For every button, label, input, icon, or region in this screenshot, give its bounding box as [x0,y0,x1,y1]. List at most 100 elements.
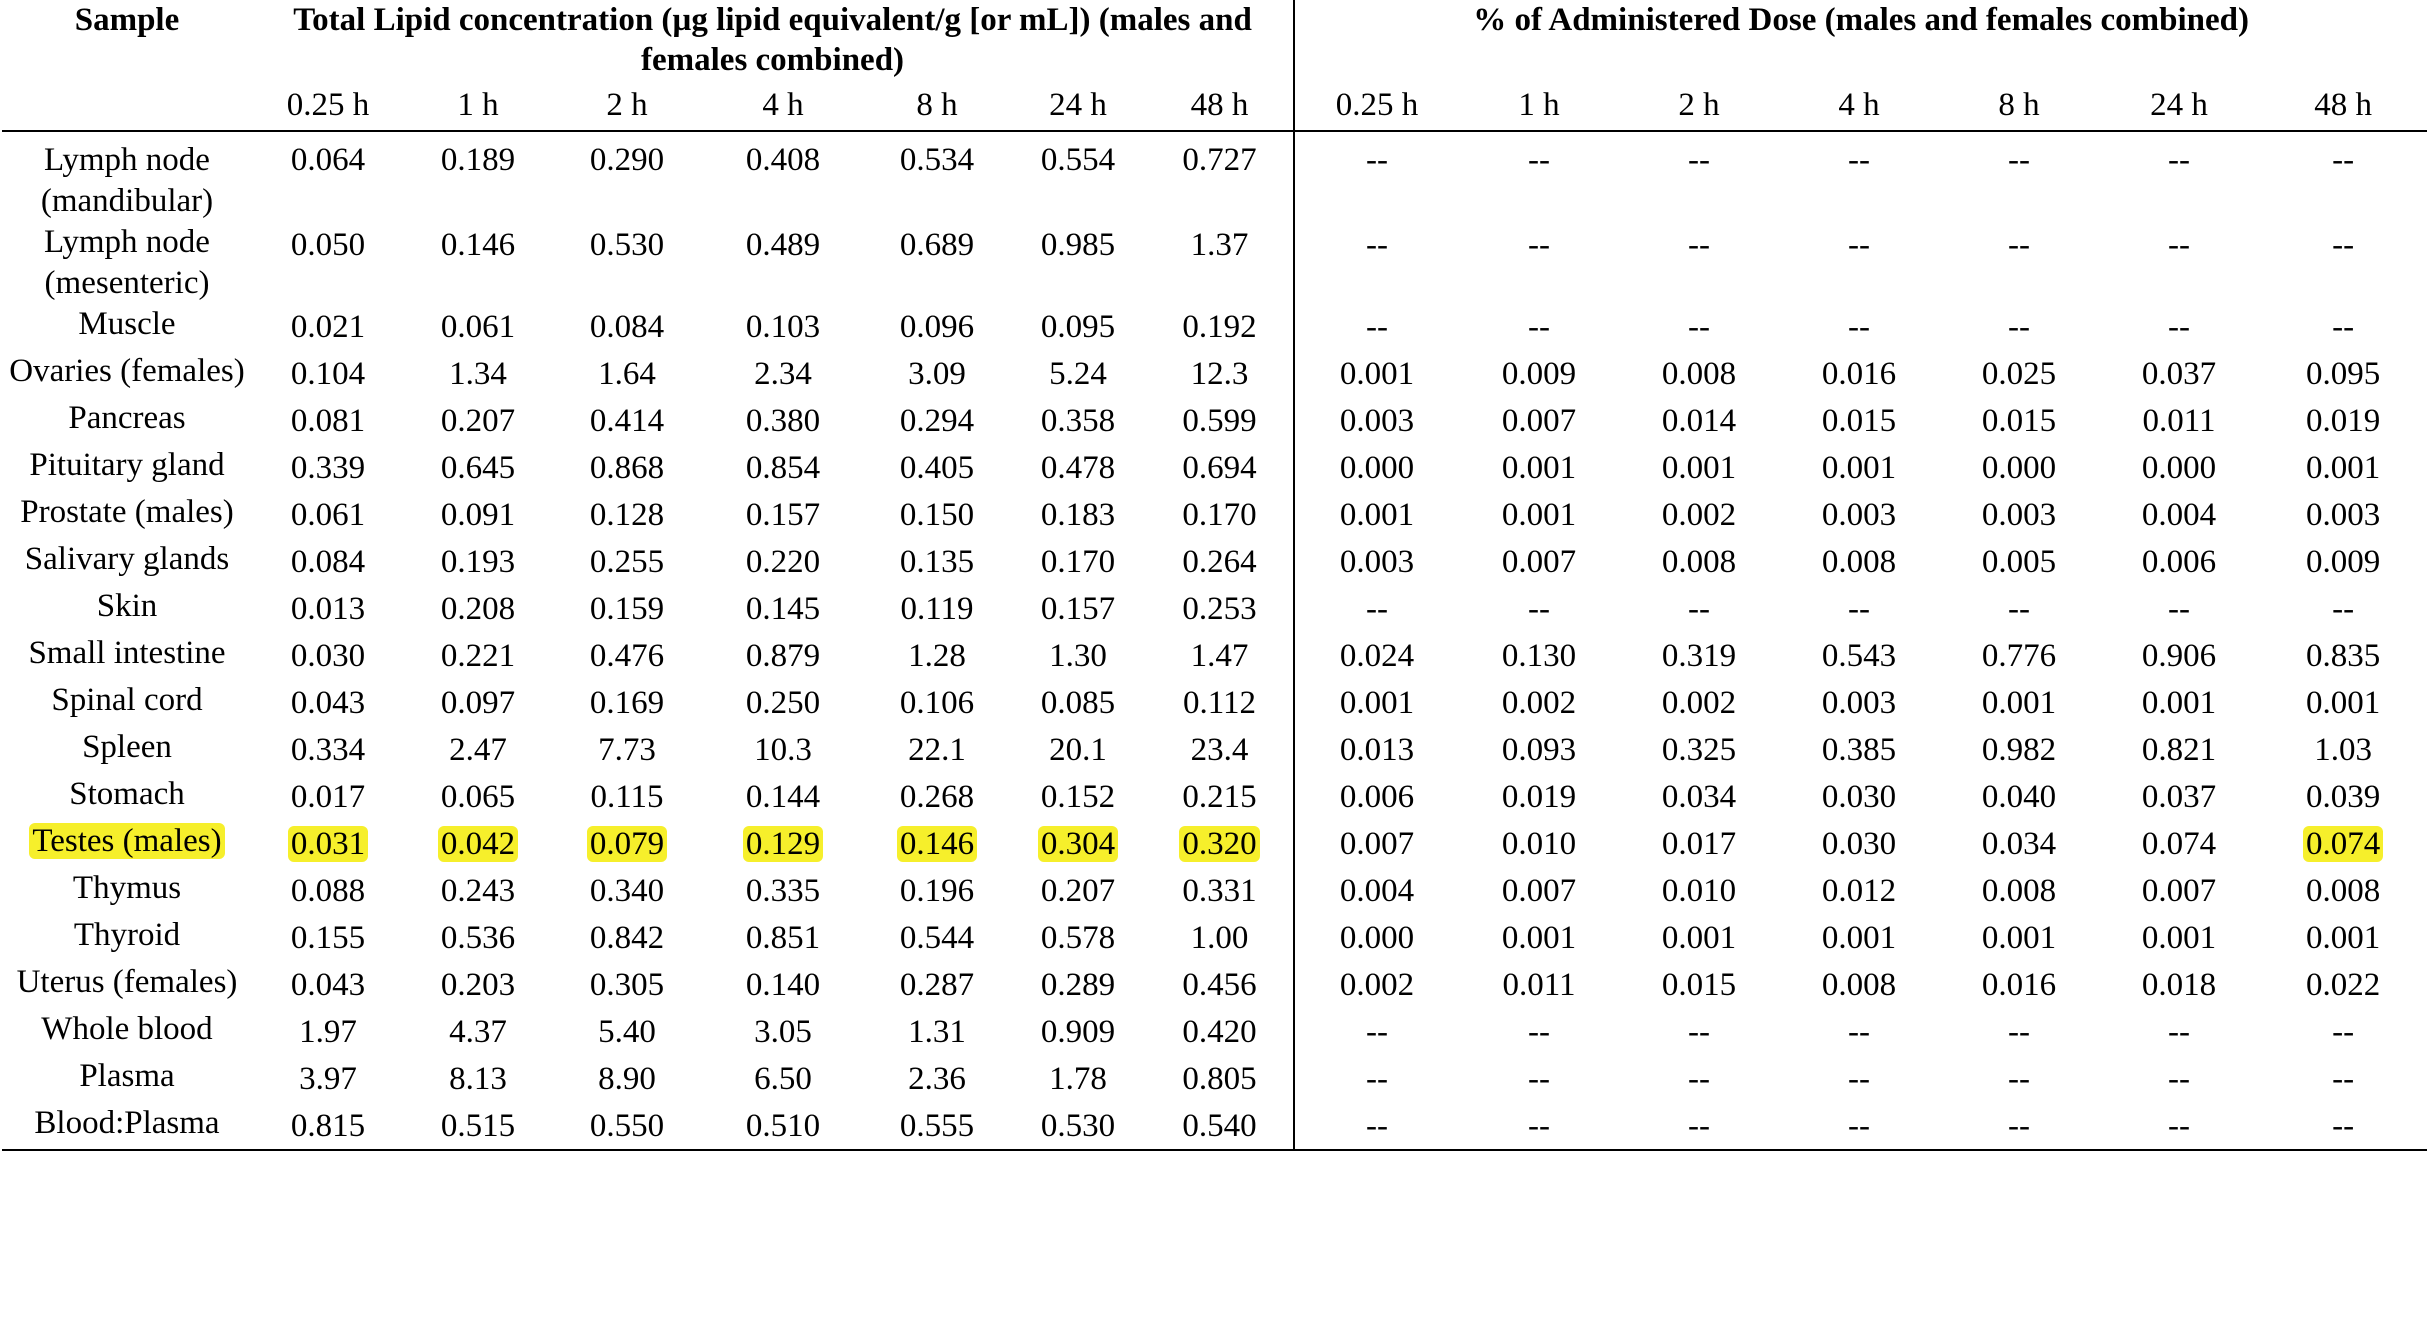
dose-cell: -- [2259,1009,2427,1056]
concentration-value: 0.135 [899,544,975,580]
concentration-value: 0.530 [589,227,665,263]
concentration-cell: 0.079 [552,821,702,868]
concentration-value: 0.207 [1040,873,1116,909]
concentration-cell: 1.37 [1146,222,1294,304]
concentration-cell: 0.879 [702,633,864,680]
dose-value: -- [2168,227,2191,263]
dose-cell: 0.002 [1459,680,1619,727]
dose-cell: 0.906 [2099,633,2259,680]
dose-value: -- [1688,142,1711,178]
dose-cell: -- [2099,222,2259,304]
concentration-cell: 0.540 [1146,1103,1295,1151]
timepoint-header-dose: 2 h [1619,80,1780,132]
dose-value: 0.982 [1981,732,2057,768]
concentration-value: 7.73 [598,732,656,768]
dose-value: 0.015 [1821,403,1897,439]
concentration-value: 0.540 [1182,1108,1257,1144]
dose-cell: 0.385 [1779,727,1939,774]
dose-cell: -- [1619,222,1779,304]
dose-cell: 0.074 [2099,821,2259,868]
concentration-cell: 10.3 [702,727,864,774]
dose-cell: -- [1459,222,1619,304]
dose-value: 0.008 [1661,356,1737,392]
concentration-cell: 0.909 [1010,1009,1146,1056]
concentration-cell: 0.159 [552,586,702,633]
concentration-cell: 0.255 [552,539,702,586]
dose-value: 0.030 [1821,779,1897,815]
sample-name: Spleen [82,729,172,765]
dose-cell: 0.002 [1293,962,1460,1009]
dose-value: -- [2008,142,2031,178]
concentration-value: 0.155 [290,920,366,956]
dose-cell: 0.018 [2099,962,2259,1009]
concentration-value: 0.287 [899,967,975,1003]
concentration-value: 10.3 [754,732,812,768]
dose-cell: -- [1619,586,1779,633]
dose-value: 0.001 [1981,685,2057,721]
concentration-value: 0.095 [1040,309,1116,345]
concentration-value: 0.489 [745,227,821,263]
concentration-value: 0.169 [589,685,665,721]
concentration-cell: 0.021 [252,304,404,351]
dose-cell: 0.001 [1939,915,2099,962]
concentration-cell: 0.085 [1010,680,1146,727]
dose-value: 0.002 [1661,685,1737,721]
dose-cell: 0.030 [1779,821,1939,868]
concentration-cell: 6.50 [702,1056,864,1103]
concentration-cell: 0.144 [702,774,864,821]
concentration-cell: 23.4 [1146,727,1294,774]
dose-cell: -- [1293,1103,1460,1151]
dose-cell: -- [1779,131,1939,222]
dose-cell: 0.001 [1459,492,1619,539]
dose-cell: 0.009 [1459,351,1619,398]
concentration-cell: 12.3 [1146,351,1294,398]
dose-cell: -- [1939,1009,2099,1056]
concentration-value: 0.207 [440,403,516,439]
concentration-value: 4.37 [449,1014,507,1050]
concentration-cell: 0.268 [864,774,1010,821]
group-header-row: Sample Total Lipid concentration (µg lip… [2,0,2428,80]
dose-value: 0.011 [2142,403,2216,439]
concentration-cell: 0.203 [404,962,552,1009]
concentration-cell: 0.221 [404,633,552,680]
concentration-cell: 7.73 [552,727,702,774]
dose-cell: -- [1459,304,1619,351]
dose-value: -- [1688,591,1711,627]
concentration-value: 0.203 [440,967,516,1003]
dose-value: 1.03 [2314,732,2372,768]
concentration-cell: 0.478 [1010,445,1146,492]
dose-value: 0.003 [1339,544,1415,580]
dose-value: 0.001 [1661,450,1737,486]
dose-cell: 0.074 [2259,821,2427,868]
dose-cell: 0.093 [1459,727,1619,774]
table-row: Muscle 0.021 0.061 0.084 0.103 0.096 0.095 0.19… [2,304,2427,351]
dose-value: -- [2332,1108,2355,1144]
concentration-value: 0.340 [589,873,665,909]
concentration-value: 23.4 [1190,732,1249,768]
concentration-value: 0.106 [899,685,975,721]
dose-value: 0.000 [1339,450,1415,486]
dose-value: 0.001 [2141,685,2217,721]
concentration-cell: 0.414 [552,398,702,445]
concentration-value: 5.24 [1049,356,1107,392]
concentration-cell: 0.868 [552,445,702,492]
concentration-value: 0.510 [745,1108,821,1144]
concentration-value: 0.017 [290,779,366,815]
sample-name: Thymus [72,870,182,906]
dose-cell: 0.001 [1293,492,1460,539]
concentration-cell: 2.34 [702,351,864,398]
concentration-cell: 0.081 [252,398,404,445]
concentration-cell: 0.150 [864,492,1010,539]
dose-cell: -- [2259,131,2427,222]
dose-value: -- [2008,1061,2031,1097]
concentration-value: 0.250 [745,685,821,721]
timepoint-header-conc: 4 h [702,80,864,132]
concentration-value: 0.097 [440,685,516,721]
concentration-value: 0.183 [1040,497,1116,533]
concentration-value: 0.189 [440,142,516,178]
dose-value: -- [2332,591,2355,627]
concentration-value: 0.220 [745,544,821,580]
concentration-value: 0.689 [899,227,975,263]
concentration-value: 1.64 [598,356,656,392]
dose-cell: -- [1779,1103,1940,1151]
